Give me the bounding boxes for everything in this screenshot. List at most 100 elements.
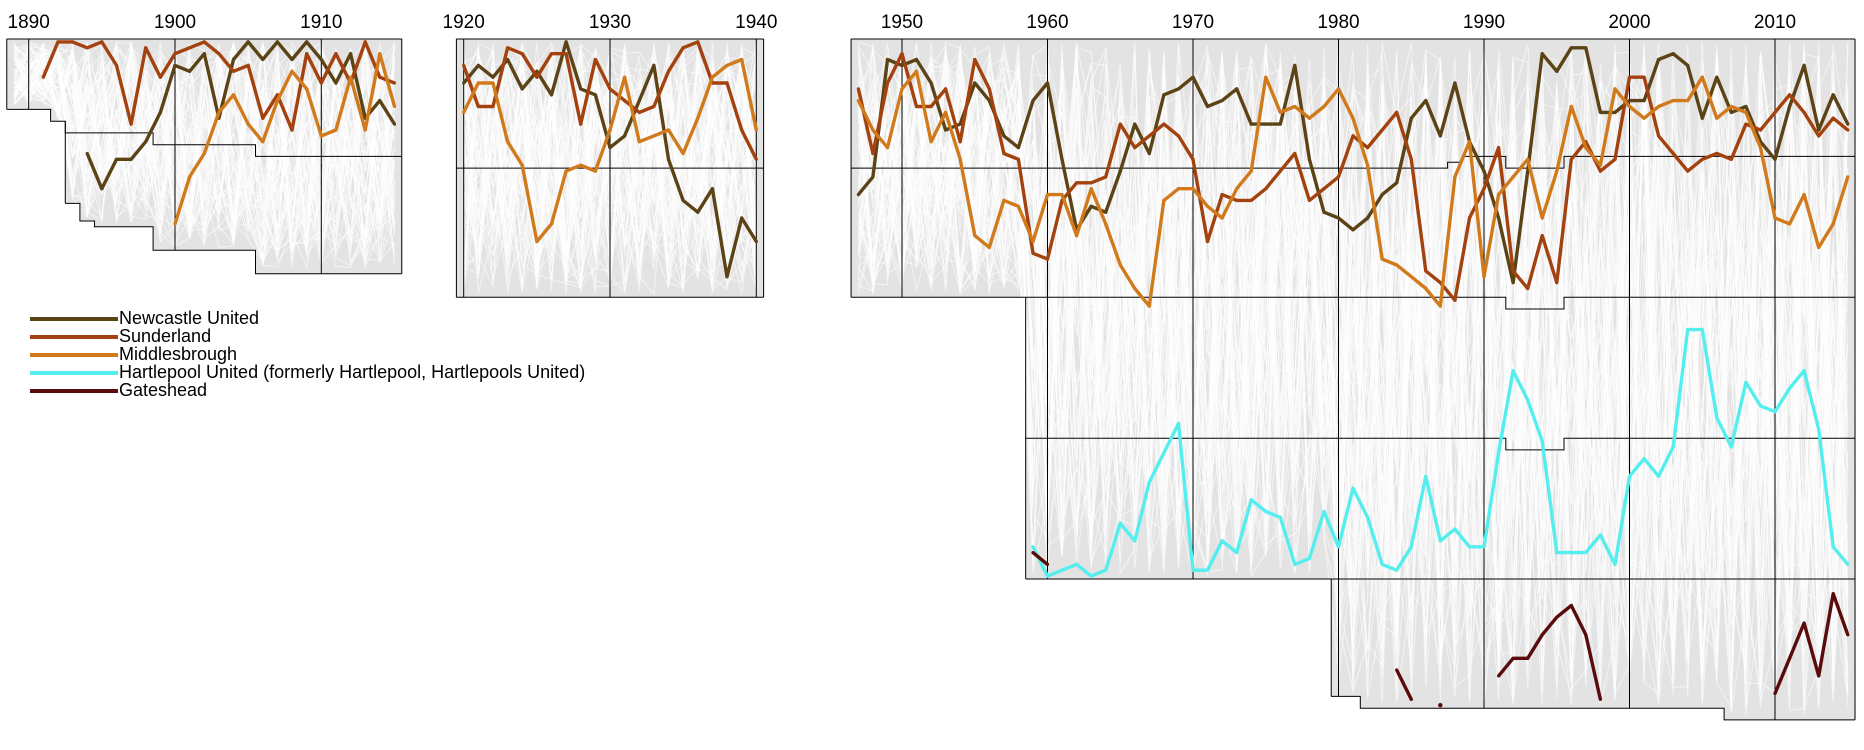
data-point-hartlepool-united — [1671, 445, 1675, 449]
data-point-hartlepool-united — [1657, 474, 1661, 478]
tier-boundary-line — [851, 155, 1855, 169]
data-point-middlesbrough — [900, 87, 904, 91]
data-point-hartlepool-united — [1831, 545, 1835, 549]
data-point-hartlepool-united — [1744, 380, 1748, 384]
data-point-middlesbrough — [1526, 157, 1530, 161]
legend-item-hartlepool-united: Hartlepool United (formerly Hartlepool, … — [30, 362, 750, 382]
data-point-sunderland — [1336, 175, 1341, 179]
data-point-newcastle-united — [1497, 216, 1501, 220]
data-point-middlesbrough — [217, 110, 221, 114]
data-point-newcastle-united — [1205, 104, 1210, 109]
data-point-sunderland — [987, 87, 991, 91]
data-point-newcastle-united — [520, 87, 524, 91]
data-point-sunderland — [1380, 128, 1384, 132]
data-point-newcastle-united — [1104, 210, 1108, 214]
data-point-sunderland — [681, 46, 685, 50]
legend-item-middlesbrough: Middlesbrough — [30, 344, 750, 364]
data-point-gateshead — [1773, 691, 1777, 696]
data-point-middlesbrough — [1336, 87, 1341, 91]
data-point-middlesbrough — [608, 128, 612, 132]
data-point-sunderland — [1511, 269, 1515, 273]
other-club-line — [857, 41, 1849, 702]
data-point-middlesbrough — [885, 146, 890, 150]
data-point-middlesbrough — [1409, 275, 1413, 279]
data-point-newcastle-united — [173, 63, 177, 67]
data-point-gateshead — [1788, 656, 1792, 660]
legend-label: Middlesbrough — [119, 344, 238, 364]
data-point-gateshead — [1584, 633, 1588, 637]
data-point-middlesbrough — [1147, 304, 1151, 308]
data-point-middlesbrough — [363, 128, 367, 132]
data-point-middlesbrough — [1133, 286, 1137, 291]
data-point-newcastle-united — [85, 151, 89, 156]
data-point-gateshead — [1598, 697, 1602, 702]
data-point-sunderland — [549, 52, 554, 56]
data-point-sunderland — [319, 81, 323, 85]
data-point-hartlepool-united — [1438, 539, 1442, 543]
data-point-hartlepool-united — [1409, 545, 1413, 549]
legend-swatch — [30, 371, 118, 375]
data-point-middlesbrough — [1264, 75, 1268, 79]
data-point-middlesbrough — [462, 110, 466, 114]
data-point-hartlepool-united — [1526, 398, 1530, 402]
x-tick-label: 1980 — [1317, 12, 1359, 33]
data-point-middlesbrough — [188, 175, 192, 179]
data-point-newcastle-united — [1788, 104, 1792, 109]
data-point-hartlepool-united — [1118, 521, 1122, 525]
data-point-middlesbrough — [1220, 216, 1224, 220]
data-point-newcastle-united — [1191, 75, 1195, 79]
data-point-middlesbrough — [231, 93, 236, 97]
data-point-middlesbrough — [334, 128, 338, 132]
data-point-newcastle-united — [319, 57, 323, 62]
data-point-sunderland — [885, 81, 890, 85]
data-point-middlesbrough — [623, 75, 627, 79]
data-point-middlesbrough — [1700, 75, 1704, 79]
data-point-newcastle-united — [1089, 204, 1093, 208]
data-point-newcastle-united — [202, 52, 206, 56]
x-tick-label: 1920 — [443, 12, 485, 33]
data-point-newcastle-united — [462, 81, 466, 85]
data-point-hartlepool-united — [1569, 551, 1573, 555]
data-point-sunderland — [1307, 198, 1311, 202]
data-point-newcastle-united — [564, 40, 568, 44]
other-club-line — [857, 47, 1849, 704]
data-point-middlesbrough — [1118, 263, 1122, 267]
data-point-newcastle-united — [1351, 228, 1355, 232]
data-point-sunderland — [1351, 134, 1355, 138]
data-point-newcastle-united — [290, 57, 294, 62]
data-point-sunderland — [1467, 216, 1472, 220]
data-point-sunderland — [1700, 157, 1704, 161]
data-point-newcastle-united — [958, 122, 962, 126]
x-tick-label: 1890 — [8, 12, 50, 33]
data-point-sunderland — [1773, 110, 1777, 114]
data-point-middlesbrough — [1060, 193, 1064, 197]
data-point-sunderland — [1424, 269, 1428, 273]
data-point-hartlepool-united — [1366, 515, 1370, 520]
data-point-newcastle-united — [1671, 52, 1675, 56]
data-point-newcastle-united — [1162, 93, 1166, 97]
data-point-middlesbrough — [1089, 187, 1093, 191]
data-point-newcastle-united — [696, 210, 700, 214]
data-point-newcastle-united — [1846, 122, 1850, 126]
data-point-newcastle-united — [1584, 46, 1588, 50]
data-point-newcastle-united — [856, 193, 861, 197]
other-club-line — [857, 54, 1849, 701]
data-point-sunderland — [378, 75, 382, 79]
x-tick-label: 2000 — [1608, 12, 1650, 33]
data-point-middlesbrough — [476, 81, 480, 85]
data-point-sunderland — [871, 151, 875, 156]
data-point-middlesbrough — [1744, 110, 1748, 114]
data-point-gateshead — [1569, 603, 1573, 608]
data-point-sunderland — [491, 104, 495, 109]
data-point-sunderland — [1293, 151, 1297, 156]
data-point-middlesbrough — [1366, 163, 1370, 167]
x-tick-label: 1960 — [1026, 12, 1068, 33]
data-point-sunderland — [261, 116, 265, 120]
data-point-sunderland — [929, 104, 933, 109]
data-point-middlesbrough — [1555, 169, 1559, 173]
data-point-newcastle-united — [305, 40, 309, 44]
data-point-gateshead — [1555, 615, 1559, 619]
data-point-sunderland — [1569, 157, 1573, 161]
data-point-middlesbrough — [856, 99, 861, 103]
data-point-hartlepool-united — [1104, 568, 1108, 572]
